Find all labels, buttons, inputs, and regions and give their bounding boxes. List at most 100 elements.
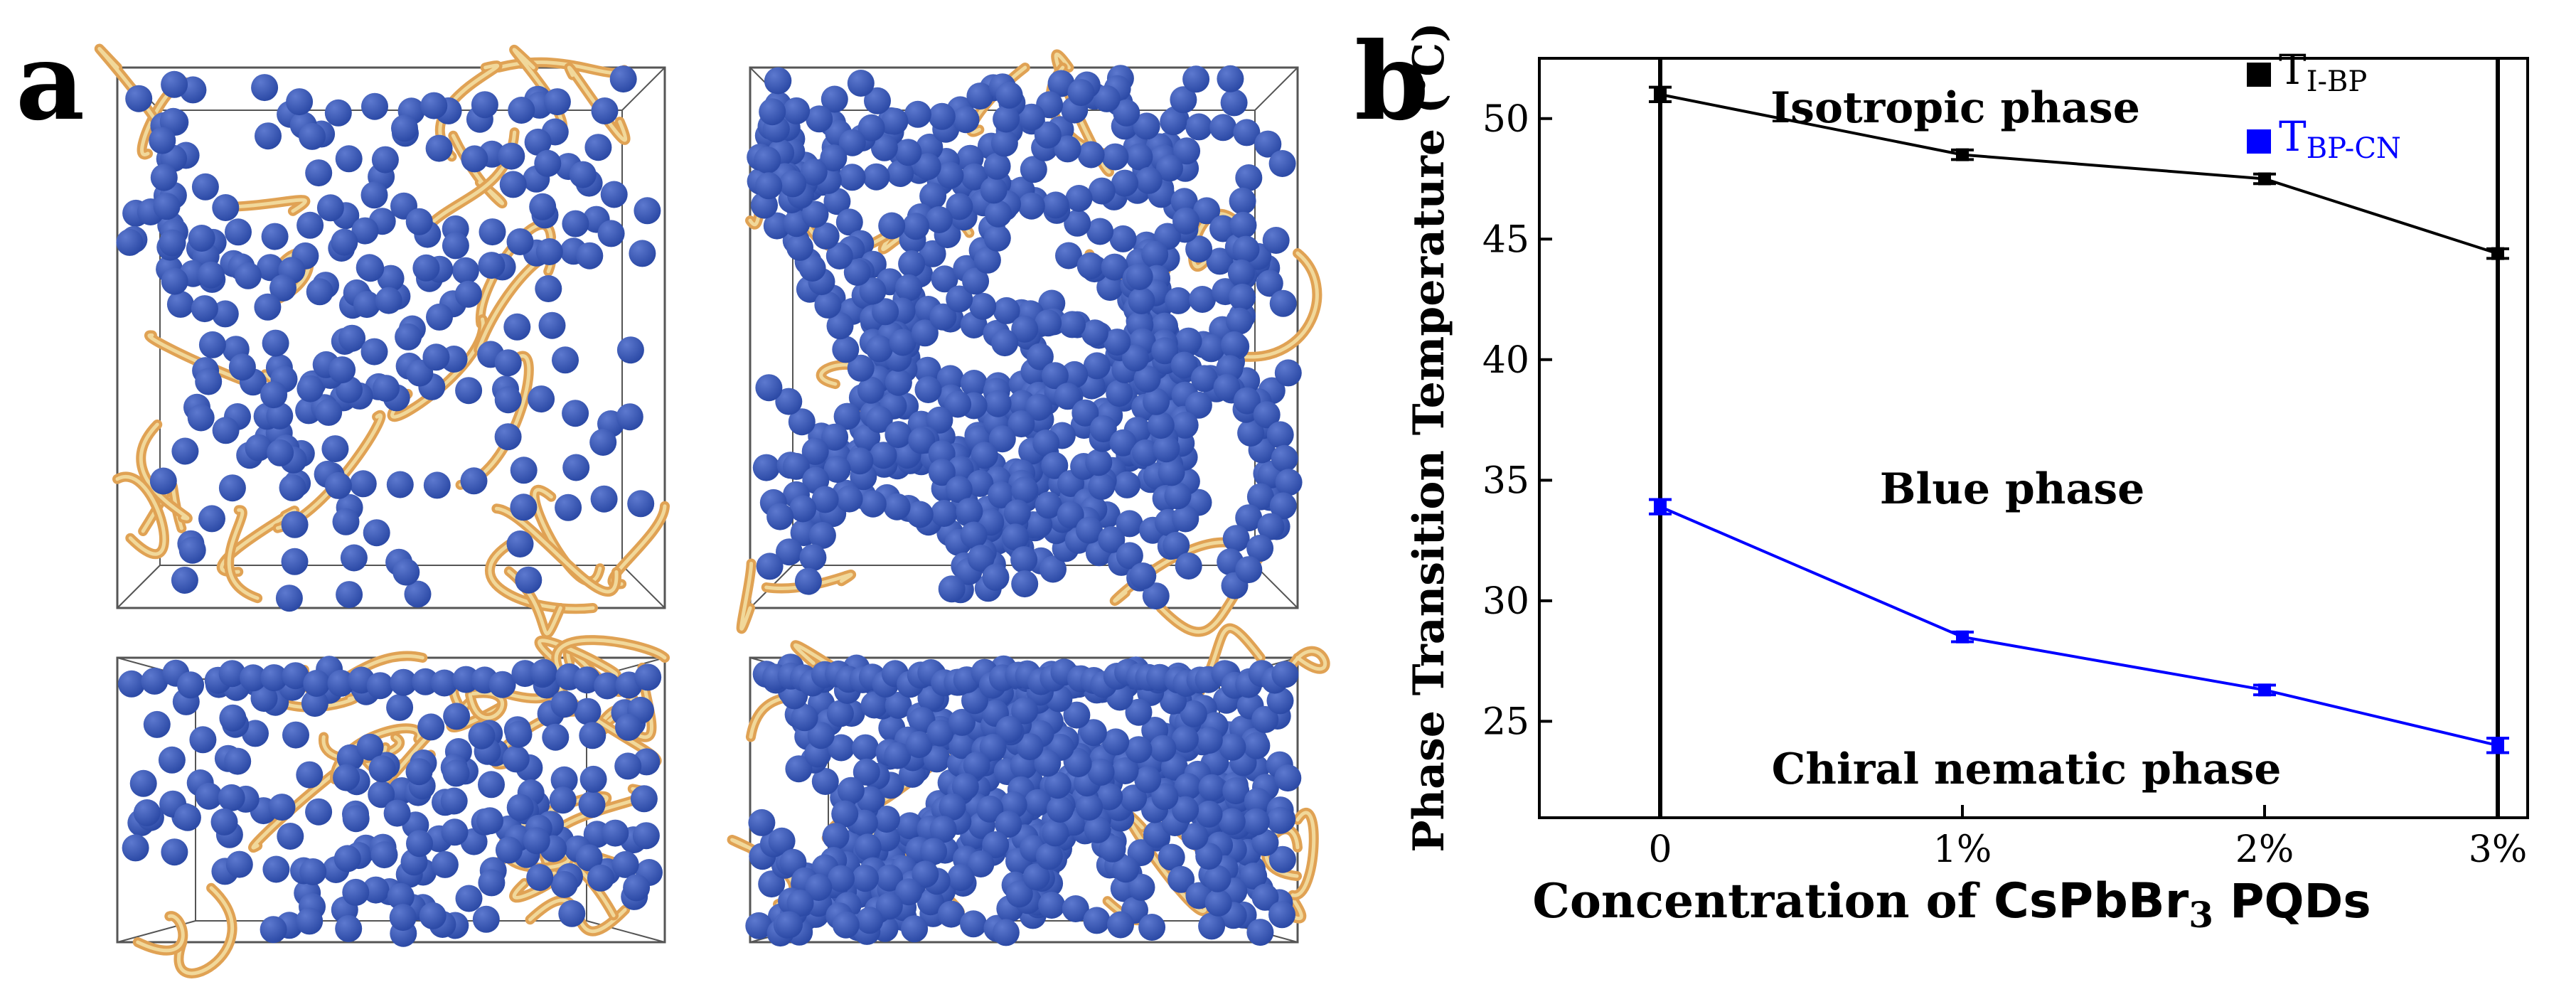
nanoparticle-sphere bbox=[1262, 227, 1290, 254]
nanoparticle-sphere bbox=[808, 522, 836, 549]
disclination-tube-highlight bbox=[494, 506, 619, 594]
disclination-tube-highlight bbox=[739, 561, 754, 631]
nanoparticle-sphere bbox=[195, 368, 223, 395]
nanoparticle-sphere bbox=[250, 685, 278, 713]
nanoparticle-sphere bbox=[178, 536, 206, 564]
nanoparticle-sphere bbox=[870, 442, 897, 469]
nanoparticle-sphere bbox=[1172, 207, 1199, 235]
nanoparticle-sphere bbox=[198, 331, 226, 358]
nanoparticle-sphere bbox=[224, 747, 252, 775]
nanoparticle-sphere bbox=[798, 255, 826, 282]
nanoparticle-sphere bbox=[1275, 469, 1303, 496]
nanoparticle-sphere bbox=[786, 890, 814, 917]
nanoparticle-sphere bbox=[1171, 411, 1199, 439]
nanoparticle-sphere bbox=[1122, 344, 1149, 372]
nanoparticle-sphere bbox=[837, 776, 865, 804]
nanoparticle-sphere bbox=[878, 212, 906, 240]
nanoparticle-sphere bbox=[611, 850, 639, 878]
nanoparticle-sphere bbox=[1246, 919, 1274, 946]
disclination-tube-highlight bbox=[115, 475, 166, 556]
nanoparticle-sphere bbox=[852, 865, 879, 892]
nanoparticle-sphere bbox=[873, 806, 900, 833]
nanoparticle-sphere bbox=[983, 224, 1011, 252]
nanoparticle-sphere bbox=[159, 229, 186, 257]
plot-frame bbox=[1538, 57, 2529, 819]
nanoparticle-sphere bbox=[821, 85, 848, 113]
nanoparticle-sphere bbox=[776, 538, 803, 566]
nanoparticle-sphere bbox=[282, 721, 309, 749]
nanoparticle-sphere bbox=[988, 425, 1016, 453]
nanoparticle-sphere bbox=[494, 349, 522, 377]
nanoparticle-sphere bbox=[1120, 784, 1148, 812]
nanoparticle-sphere bbox=[1011, 476, 1039, 504]
nanoparticle-sphere bbox=[843, 259, 871, 286]
nanoparticle-sphere bbox=[763, 212, 791, 240]
nanoparticle-sphere bbox=[386, 471, 414, 498]
nanoparticle-sphere bbox=[1222, 525, 1250, 553]
nanoparticle-sphere bbox=[1175, 553, 1202, 580]
nanoparticle-sphere bbox=[281, 511, 309, 538]
nanoparticle-sphere bbox=[1195, 843, 1223, 870]
nanoparticle-sphere bbox=[357, 255, 385, 282]
nanoparticle-sphere bbox=[828, 734, 855, 762]
nanoparticle-sphere bbox=[197, 261, 225, 289]
nanoparticle-sphere bbox=[377, 265, 405, 292]
nanoparticle-sphere bbox=[883, 493, 911, 521]
nanoparticle-sphere bbox=[1002, 523, 1029, 551]
nanoparticle-sphere bbox=[455, 885, 483, 912]
nanoparticle-sphere bbox=[946, 193, 973, 220]
nanoparticle-sphere bbox=[1229, 187, 1256, 215]
nanoparticle-sphere bbox=[538, 311, 566, 339]
nanoparticle-sphere bbox=[812, 222, 840, 250]
nanoparticle-sphere bbox=[1113, 99, 1140, 127]
nanoparticle-sphere bbox=[1003, 499, 1031, 527]
nanoparticle-sphere bbox=[831, 800, 859, 828]
nanoparticle-sphere bbox=[911, 319, 939, 347]
nanoparticle-sphere bbox=[906, 501, 934, 528]
nanoparticle-sphere bbox=[973, 246, 1001, 274]
nanoparticle-sphere bbox=[1076, 794, 1103, 821]
nanoparticle-sphere bbox=[898, 250, 926, 277]
nanoparticle-sphere bbox=[826, 312, 854, 340]
nanoparticle-sphere bbox=[1143, 388, 1170, 415]
nanoparticle-sphere bbox=[945, 476, 973, 503]
nanoparticle-sphere bbox=[426, 303, 453, 331]
legend-label-t-bp-cn: TBP-CN bbox=[2279, 112, 2401, 165]
nanoparticle-sphere bbox=[333, 845, 361, 872]
nanoparticle-sphere bbox=[578, 791, 606, 818]
nanoparticle-sphere bbox=[854, 833, 882, 861]
nanoparticle-sphere bbox=[995, 715, 1023, 743]
y-tick-label: 25 bbox=[1482, 700, 1529, 743]
nanoparticle-sphere bbox=[1268, 150, 1296, 177]
surface-sphere bbox=[530, 658, 557, 686]
nanoparticle-sphere bbox=[881, 107, 909, 135]
nanoparticle-sphere bbox=[296, 211, 324, 239]
nanoparticle-sphere bbox=[296, 375, 324, 402]
y-axis-title: Phase Transition Temperature (℃) bbox=[1404, 22, 1454, 852]
nanoparticle-sphere bbox=[962, 267, 990, 295]
surface-sphere bbox=[366, 672, 394, 700]
nanoparticle-sphere bbox=[609, 65, 637, 93]
nanoparticle-sphere bbox=[1195, 800, 1223, 828]
nanoparticle-sphere bbox=[423, 471, 451, 499]
nanoparticle-sphere bbox=[503, 313, 531, 341]
nanoparticle-sphere bbox=[951, 773, 979, 801]
nanoparticle-sphere bbox=[1217, 65, 1244, 92]
nanoparticle-sphere bbox=[316, 194, 344, 222]
nanoparticle-sphere bbox=[1240, 863, 1268, 890]
nanoparticle-sphere bbox=[926, 406, 953, 434]
surface-sphere bbox=[260, 664, 288, 692]
nanoparticle-sphere bbox=[550, 766, 578, 794]
nanoparticle-sphere bbox=[963, 752, 990, 779]
nanoparticle-sphere bbox=[1125, 698, 1153, 726]
nanoparticle-sphere bbox=[1151, 783, 1179, 811]
nanoparticle-sphere bbox=[914, 356, 941, 384]
nanoparticle-sphere bbox=[335, 914, 363, 942]
x-tick-label: 3% bbox=[2469, 828, 2528, 871]
nanoparticle-sphere bbox=[523, 827, 550, 855]
nanoparticle-sphere bbox=[1035, 491, 1062, 519]
disclination-tube-highlight bbox=[438, 63, 500, 159]
nanoparticle-sphere bbox=[1109, 225, 1137, 252]
nanoparticle-sphere bbox=[1190, 365, 1218, 393]
nanoparticle-sphere bbox=[441, 818, 469, 846]
